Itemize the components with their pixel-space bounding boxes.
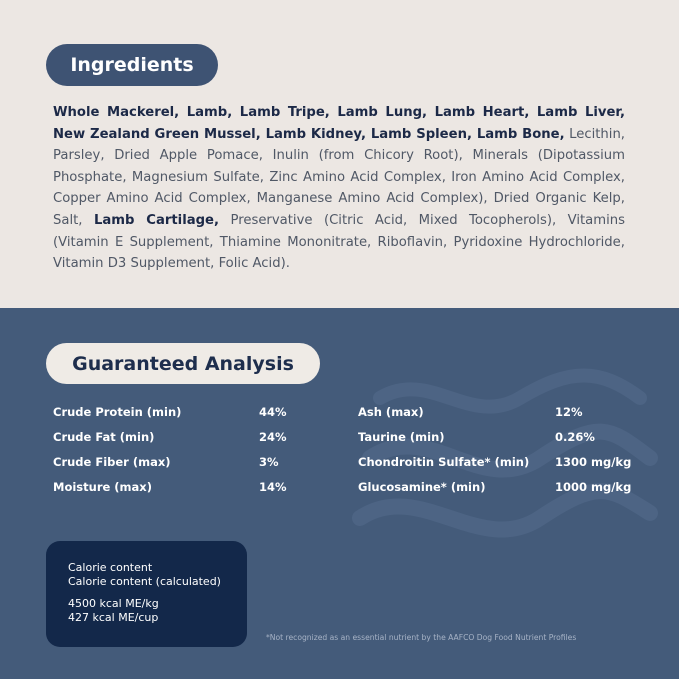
calorie-label: Calorie content xyxy=(68,561,153,574)
analysis-title: Guaranteed Analysis xyxy=(46,343,320,384)
wave-decoration xyxy=(352,368,658,538)
ingredient-segment: Preservative (Citric Acid, Mixed Tocophe… xyxy=(53,212,625,272)
analysis-value: 44% xyxy=(259,405,287,419)
ingredient-segment: Lamb Cartilage, xyxy=(93,212,220,228)
ingredients-title: Ingredients xyxy=(46,44,218,86)
analysis-value: 24% xyxy=(259,430,287,444)
ingredient-segment: Whole Mackerel, Lamb, Lamb Tripe, Lamb L… xyxy=(53,105,625,142)
analysis-value: 3% xyxy=(259,455,279,469)
analysis-name: Glucosamine* (min) xyxy=(358,480,486,494)
analysis-name: Chondroitin Sulfate* (min) xyxy=(358,455,530,469)
analysis-value: 14% xyxy=(259,480,287,494)
analysis-value: 1000 mg/kg xyxy=(555,480,632,494)
ingredients-text: Whole Mackerel, Lamb, Lamb Tripe, Lamb L… xyxy=(53,102,625,275)
ingredient-segment: Lecithin, Parsley, Dried Apple Pomace, I… xyxy=(53,126,625,228)
analysis-value: 12% xyxy=(555,405,583,419)
analysis-name: Ash (max) xyxy=(358,405,424,419)
analysis-value: 0.26% xyxy=(555,430,595,444)
footnote: *Not recognized as an essential nutrient… xyxy=(266,633,577,642)
analysis-name: Taurine (min) xyxy=(358,430,445,444)
analysis-name: Crude Protein (min) xyxy=(53,405,182,419)
calorie-box: Calorie content Calorie content (calculat… xyxy=(46,541,247,647)
analysis-name: Crude Fat (min) xyxy=(53,430,155,444)
analysis-name: Crude Fiber (max) xyxy=(53,455,171,469)
calorie-label: Calorie content (calculated) xyxy=(68,575,221,588)
analysis-value: 1300 mg/kg xyxy=(555,455,632,469)
analysis-name: Moisture (max) xyxy=(53,480,152,494)
calorie-value: 427 kcal ME/cup xyxy=(68,611,159,624)
calorie-value: 4500 kcal ME/kg xyxy=(68,597,159,610)
